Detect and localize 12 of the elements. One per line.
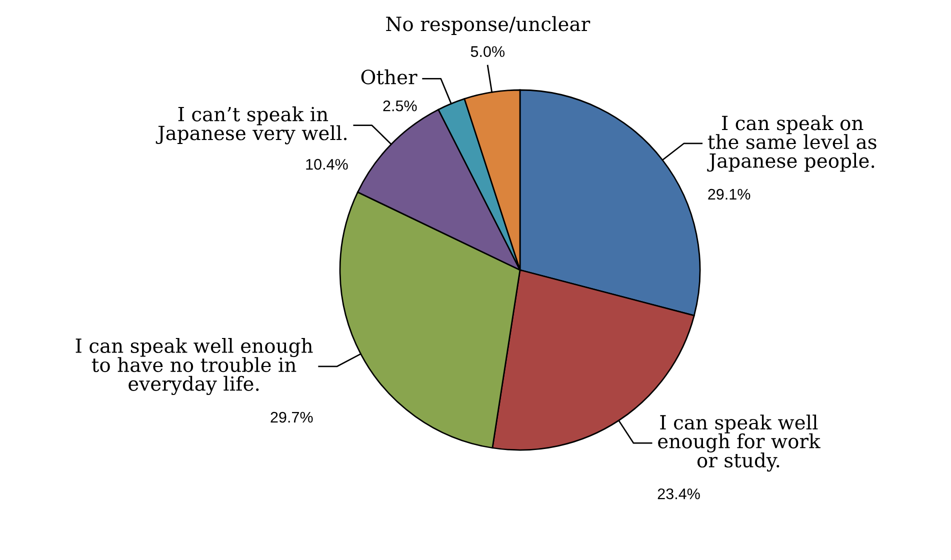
slice-label: I can speak well enough for work or study.: [658, 414, 820, 472]
data-label: 2.5%: [383, 100, 417, 112]
data-label: 10.4%: [306, 158, 348, 170]
slice-label: No response/unclear: [386, 16, 590, 35]
data-label: 29.1%: [708, 188, 750, 200]
slice-label: I can speak on the same level as Japanese people.: [707, 115, 876, 172]
slice-label: I can speak well enough to have no trouble in everyday life.: [76, 338, 313, 395]
data-label: 5.0%: [470, 46, 505, 57]
data-label: 29.7%: [270, 412, 313, 423]
slice-label: I can’t speak in Japanese very well.: [156, 106, 347, 144]
slice-label: Other: [361, 69, 418, 84]
data-label: 23.4%: [658, 488, 700, 500]
